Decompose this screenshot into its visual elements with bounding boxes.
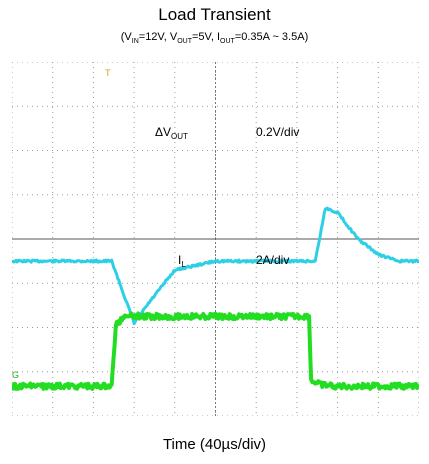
series-label-il: IL	[178, 253, 186, 269]
scope-traces	[12, 206, 419, 391]
trace-il	[12, 311, 419, 391]
trigger-marker: T	[105, 68, 111, 78]
chart-subtitle: (VIN=12V, VOUT=5V, IOUT=0.35A ~ 3.5A)	[120, 31, 309, 46]
ground-marker: G	[12, 370, 19, 380]
trace-delta-vout	[12, 206, 419, 326]
oscilloscope-screen: ΔVOUT 0.2V/div IL 2A/div T G	[12, 62, 419, 416]
chart-title: Load Transient	[158, 5, 271, 24]
series-scale-il: 2A/div	[256, 253, 289, 267]
series-label-delta-vout: ΔVOUT	[155, 125, 188, 141]
series-scale-delta-vout: 0.2V/div	[256, 125, 299, 139]
scope-grid	[12, 62, 419, 416]
x-axis-label: Time (40µs/div)	[162, 436, 267, 453]
scope-labels: ΔVOUT 0.2V/div IL 2A/div T G	[12, 68, 299, 380]
